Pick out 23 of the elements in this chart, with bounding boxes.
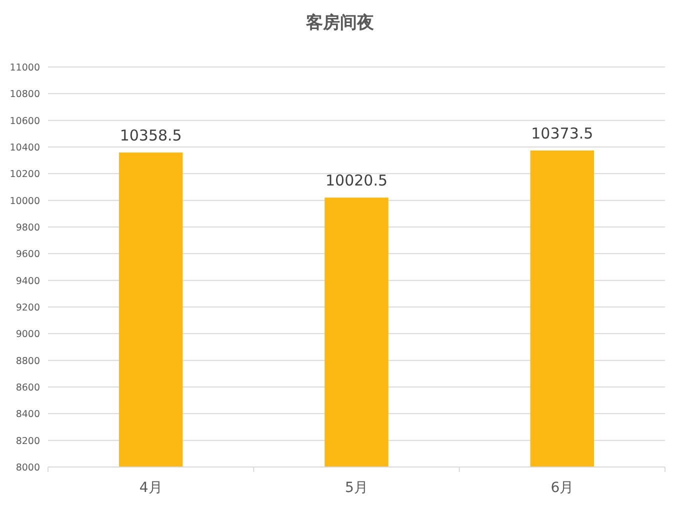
x-tick-label: 4月	[139, 480, 162, 496]
x-tick-label: 6月	[550, 480, 574, 496]
y-tick-label: 8200	[16, 436, 40, 447]
x-tick-label: 5月	[345, 480, 368, 496]
y-tick-label: 10000	[10, 196, 40, 207]
chart-title: 客房间夜	[305, 13, 375, 33]
y-tick-label: 10400	[10, 142, 40, 154]
data-label: 10373.5	[531, 124, 594, 143]
y-tick-label: 8800	[16, 356, 40, 367]
y-tick-label: 9800	[16, 222, 40, 234]
y-tick-label: 9400	[16, 276, 40, 287]
y-tick-label: 8400	[16, 409, 40, 420]
y-tick-label: 8000	[16, 462, 40, 474]
y-tick-label: 10600	[10, 116, 40, 127]
data-label: 10020.5	[325, 172, 388, 190]
y-tick-label: 11000	[10, 62, 40, 74]
y-tick-label: 9600	[16, 249, 40, 260]
y-tick-label: 9200	[16, 302, 40, 314]
data-label: 10358.5	[120, 126, 182, 145]
y-tick-label: 8600	[16, 382, 40, 394]
y-tick-label: 9000	[16, 329, 40, 340]
y-tick-label: 10800	[10, 89, 40, 100]
y-tick-label: 10200	[10, 169, 40, 180]
